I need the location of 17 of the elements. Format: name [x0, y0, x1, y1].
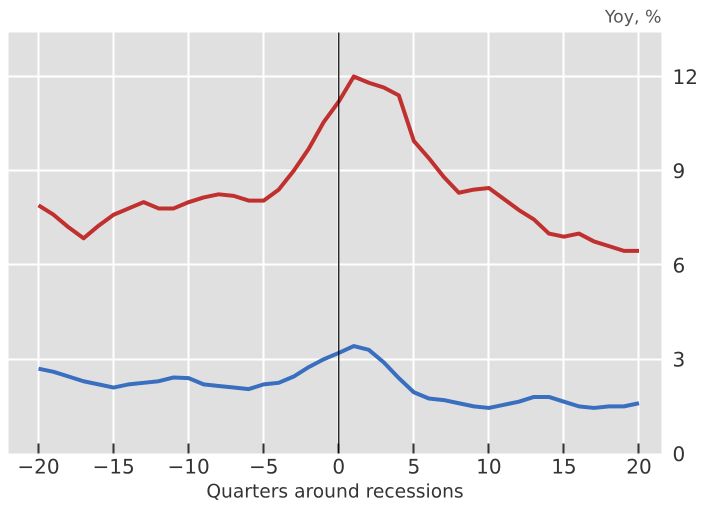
x-axis-title: Quarters around recessions — [206, 482, 464, 502]
x-tick-label: 0 — [332, 454, 346, 478]
line-series — [36, 344, 641, 410]
y-tick-label: 3 — [672, 348, 686, 372]
x-tick-label: 5 — [407, 454, 420, 478]
x-tick-label: −5 — [248, 454, 278, 478]
y-tick-label: 12 — [672, 64, 698, 89]
x-tick-label: 10 — [476, 454, 502, 478]
x-tick-label: 20 — [626, 454, 652, 478]
x-tick-label: −15 — [92, 454, 135, 478]
y-tick-label: 9 — [672, 159, 686, 184]
x-tick-label: −20 — [17, 454, 60, 478]
x-tick-label: −10 — [168, 454, 210, 478]
x-tick-label: 15 — [551, 454, 577, 478]
line-series — [36, 74, 641, 253]
y-tick-label: 6 — [672, 253, 686, 278]
y-axis-title: Yoy, % — [604, 8, 662, 28]
